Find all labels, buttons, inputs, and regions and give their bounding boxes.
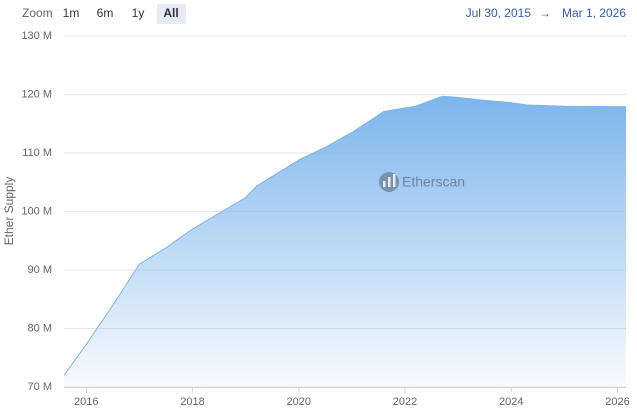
area-fill (64, 96, 626, 388)
x-tick-label: 2018 (180, 396, 204, 408)
y-tick-label: 80 M (28, 322, 52, 334)
x-tick-label: 2020 (287, 396, 311, 408)
y-tick-label: 110 M (22, 147, 52, 159)
watermark: Etherscan (379, 172, 465, 192)
x-tick-label: 2016 (74, 396, 98, 408)
x-tick-label: 2026 (605, 396, 629, 408)
range-button[interactable]: 1y (132, 6, 145, 20)
range-button[interactable]: 6m (97, 6, 114, 20)
range-button[interactable]: 1m (63, 6, 80, 20)
watermark-icon-bar (388, 177, 391, 187)
date-to[interactable]: Mar 1, 2026 (562, 6, 626, 20)
selected-button-bg (157, 4, 186, 24)
zoom-label: Zoom (22, 6, 53, 20)
watermark-icon-bar (393, 174, 396, 187)
date-separator: → (539, 6, 551, 20)
y-tick-label: 130 M (21, 30, 52, 42)
watermark-text: Etherscan (402, 174, 465, 190)
area-line (63, 95, 627, 376)
x-tick-label: 2024 (499, 396, 523, 408)
date-from[interactable]: Jul 30, 2015 (466, 6, 532, 20)
y-tick-label: 90 M (28, 264, 52, 276)
range-button[interactable]: All (163, 6, 178, 20)
y-tick-label: 70 M (28, 381, 52, 393)
y-tick-label: 100 M (21, 205, 52, 217)
y-tick-label: 120 M (21, 88, 52, 100)
watermark-icon-bar (383, 181, 386, 187)
x-tick-label: 2022 (393, 396, 417, 408)
y-axis-label: Ether Supply (2, 177, 16, 246)
